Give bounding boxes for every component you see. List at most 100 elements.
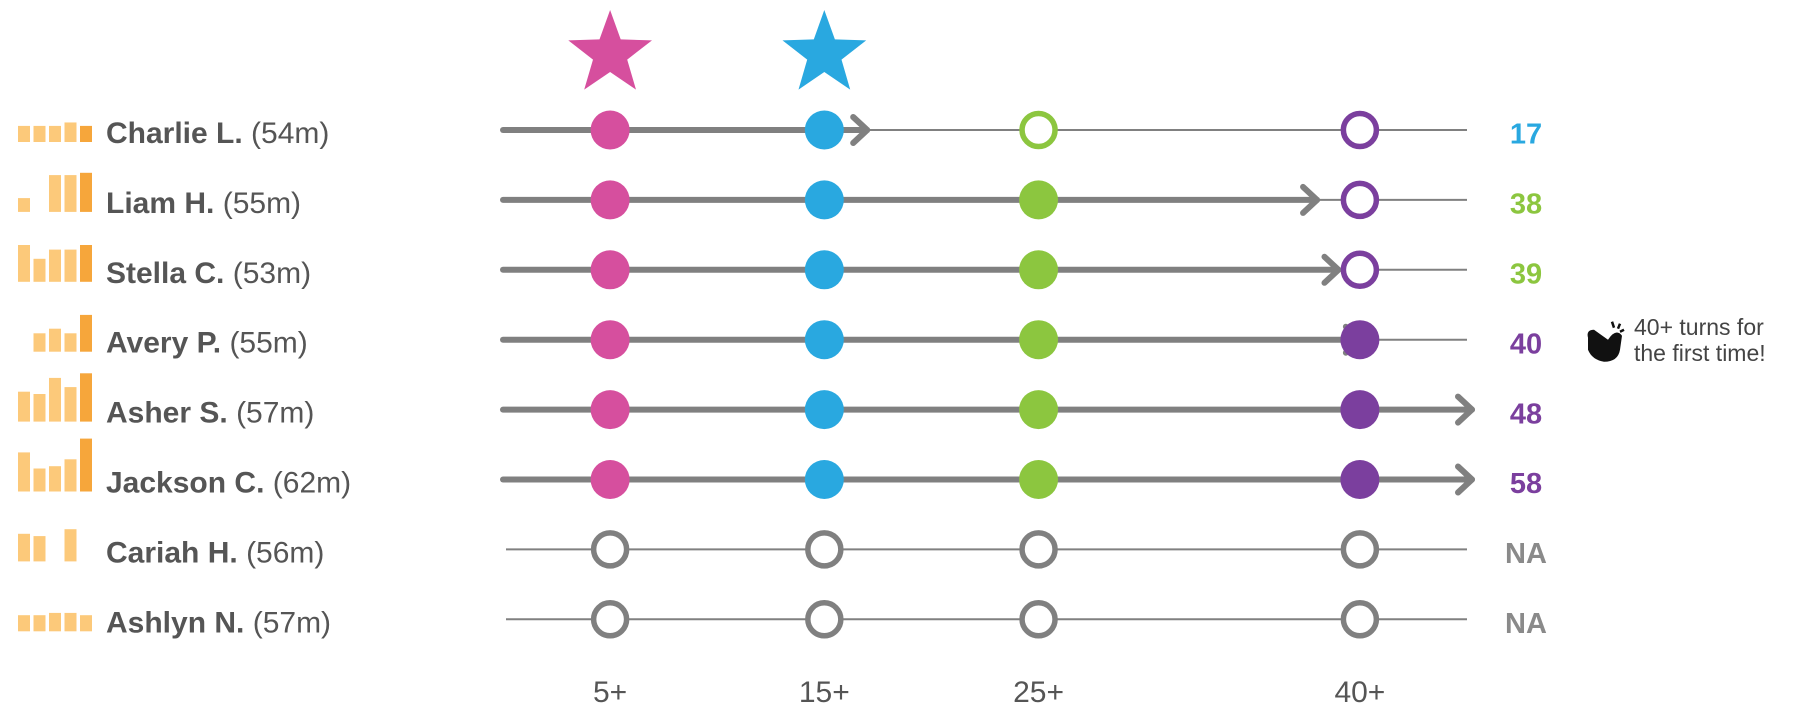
spark-bar — [18, 452, 30, 492]
milestone-open — [1019, 600, 1058, 639]
milestone-open — [590, 600, 630, 639]
spark-bar — [80, 245, 92, 282]
note-text: 40+ turns for — [1634, 314, 1764, 340]
milestone-reached — [1019, 390, 1059, 430]
milestone-reached — [804, 180, 844, 220]
milestone-reached — [1019, 320, 1059, 360]
spark-bar — [49, 328, 61, 352]
spark-bar — [33, 125, 46, 142]
milestone-reached — [1019, 180, 1059, 220]
x-tick-label: 5+ — [593, 676, 627, 709]
spark-bar — [64, 459, 77, 492]
spark-bar — [18, 125, 30, 142]
spark-bar — [33, 258, 46, 282]
session-duration: (54m) — [251, 117, 329, 150]
spark-bar — [64, 122, 77, 142]
milestone-reached — [804, 250, 844, 290]
value-label: NA — [1505, 608, 1547, 640]
session-duration: (57m) — [236, 397, 314, 430]
arrow-head — [850, 114, 871, 146]
milestone-open — [1340, 250, 1380, 290]
session-duration: (62m) — [273, 466, 351, 499]
milestone-open — [1340, 530, 1380, 569]
student-label: Avery P. (55m) — [106, 327, 308, 360]
x-tick-label: 40+ — [1334, 676, 1385, 709]
student-name: Charlie L. — [106, 117, 243, 150]
milestone-open — [805, 530, 844, 569]
spark-bar — [64, 612, 77, 632]
star — [568, 10, 652, 90]
student-label: Asher S. (57m) — [106, 397, 314, 430]
spark-bar — [80, 125, 92, 142]
milestone-open — [1340, 180, 1380, 220]
milestone-reached — [1019, 250, 1059, 290]
spark-bar — [33, 333, 46, 352]
session-duration: (53m) — [233, 257, 311, 290]
spark-bar — [49, 466, 61, 492]
value-label: 48 — [1510, 398, 1542, 430]
spark-bar — [18, 391, 30, 422]
milestone-reached — [590, 250, 630, 290]
value-label: 58 — [1510, 468, 1542, 500]
spark-bar — [80, 615, 92, 632]
milestone-open — [1340, 600, 1380, 639]
milestone-reached — [590, 320, 630, 360]
spark-bar — [80, 438, 92, 492]
spark-bar — [49, 125, 61, 142]
milestone-open — [805, 600, 844, 639]
value-label: 38 — [1510, 189, 1542, 221]
value-label: NA — [1505, 538, 1547, 570]
student-label: Ashlyn N. (57m) — [106, 606, 331, 639]
milestone-reached — [590, 460, 630, 499]
spark-bar — [64, 249, 77, 282]
spark-bar — [18, 615, 30, 632]
student-label: Stella C. (53m) — [106, 257, 311, 290]
milestone-open — [1019, 110, 1058, 150]
milestone-reached — [590, 390, 630, 430]
value-label: 40 — [1510, 328, 1542, 360]
spark-bar — [64, 529, 77, 562]
value-label: 39 — [1510, 258, 1542, 290]
clap-hand — [1587, 329, 1622, 362]
note-text: the first time! — [1634, 340, 1766, 366]
student-name: Stella C. — [106, 257, 224, 290]
milestone-reached — [1340, 320, 1380, 360]
student-name: Liam H. — [106, 187, 214, 220]
milestone-reached — [804, 460, 844, 499]
spark-bar — [80, 373, 92, 422]
milestone-reached — [1340, 390, 1380, 430]
spark-bar — [49, 175, 61, 212]
spark-bar — [80, 314, 92, 352]
student-name: Asher S. — [106, 397, 228, 430]
spark-bar — [64, 387, 77, 422]
spark-bar — [18, 245, 30, 282]
milestone-reached — [1340, 460, 1380, 499]
spark-bar — [33, 394, 46, 422]
clap-icon — [1587, 321, 1625, 362]
milestone-open — [1340, 110, 1380, 150]
student-name: Avery P. — [106, 327, 221, 360]
student-label: Charlie L. (54m) — [106, 117, 329, 150]
star — [782, 10, 867, 90]
arrow-head — [1300, 183, 1321, 216]
milestone-reached — [590, 110, 630, 150]
milestone-open — [1019, 530, 1058, 569]
x-tick-label: 15+ — [799, 676, 850, 709]
session-duration: (56m) — [246, 536, 324, 569]
session-duration: (55m) — [223, 187, 301, 220]
student-label: Jackson C. (62m) — [106, 466, 351, 499]
x-tick-label: 25+ — [1013, 676, 1064, 709]
spark-bar — [49, 377, 61, 422]
session-duration: (55m) — [229, 327, 307, 360]
value-label: 17 — [1510, 119, 1542, 151]
spark-bar — [64, 333, 77, 352]
student-label: Cariah H. (56m) — [106, 536, 324, 569]
spark-bar — [49, 612, 61, 632]
spark-bar — [33, 468, 46, 492]
spark-bar — [33, 536, 46, 562]
arrow-head — [1455, 393, 1475, 426]
spark-bar — [18, 533, 30, 562]
milestone-reached — [804, 390, 844, 430]
student-label: Liam H. (55m) — [106, 187, 301, 220]
